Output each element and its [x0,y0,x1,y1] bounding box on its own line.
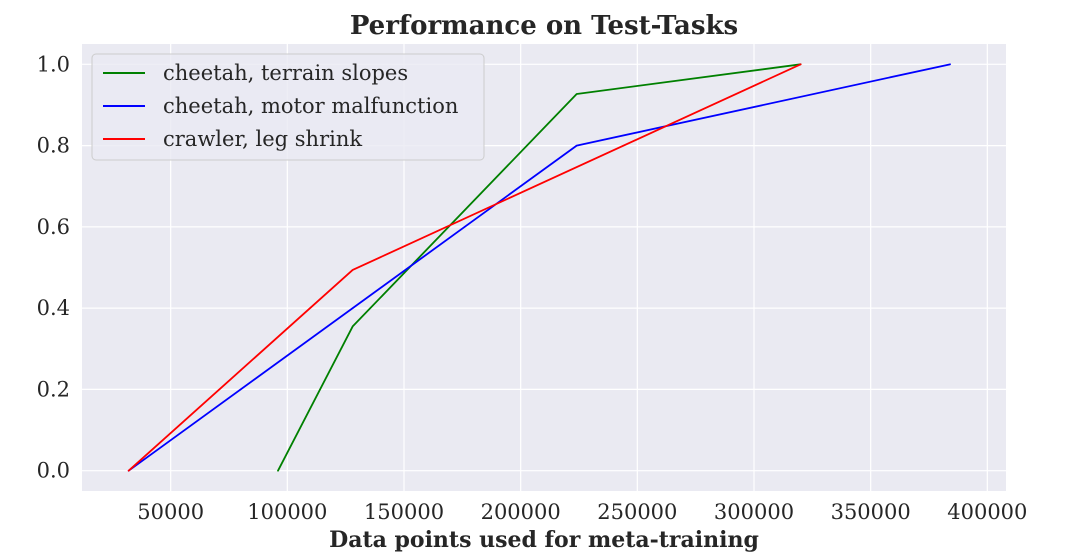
x-tick-label: 50000 [137,500,204,524]
legend-label-3: crawler, leg shrink [163,127,362,151]
series-line-2 [127,63,951,472]
x-tick-label: 400000 [947,500,1027,524]
y-tick-label: 0.4 [37,296,70,320]
legend-label-1: cheetah, terrain slopes [163,61,408,85]
x-tick-label: 200000 [481,500,561,524]
x-tick-label: 300000 [714,500,794,524]
chart-title: Performance on Test-Tasks [350,11,738,41]
legend-box [91,53,485,161]
y-tick-label: 0.2 [37,377,70,401]
legend: cheetah, terrain slopes cheetah, motor ma… [91,53,485,161]
y-axis-ticks: 0.0 0.2 0.4 0.6 0.8 1.0 [37,52,70,482]
series-line-1 [277,63,802,472]
legend-label-2: cheetah, motor malfunction [163,94,458,118]
x-tick-label: 250000 [597,500,677,524]
x-tick-label: 350000 [831,500,911,524]
series-line-3 [127,63,802,472]
y-tick-label: 0.6 [37,215,70,239]
y-tick-label: 0.0 [37,459,70,483]
series-lines [127,63,951,472]
y-tick-label: 1.0 [37,52,70,76]
x-tick-label: 150000 [364,500,444,524]
x-tick-label: 100000 [247,500,327,524]
x-axis-ticks: 50000 100000 150000 200000 250000 300000 35000… [137,500,1027,524]
y-tick-label: 0.8 [37,134,70,158]
x-axis-label: Data points used for meta-training [329,527,759,553]
